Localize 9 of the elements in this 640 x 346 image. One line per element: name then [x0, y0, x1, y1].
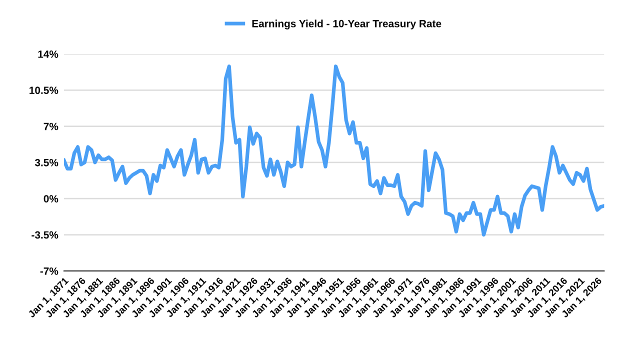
y-tick-label: -3.5% — [32, 231, 58, 239]
y-tick-label: 7% — [44, 122, 58, 130]
line-series — [64, 64, 604, 237]
legend-label: Earnings Yield - 10-Year Treasury Rate — [252, 20, 442, 30]
y-tick-label: -7% — [40, 267, 58, 275]
y-tick-label: 0% — [44, 195, 58, 202]
y-tick-label: 3.5% — [34, 158, 58, 166]
y-tick-label: 10.5% — [30, 86, 58, 94]
y-tick-label: 14% — [38, 50, 58, 58]
